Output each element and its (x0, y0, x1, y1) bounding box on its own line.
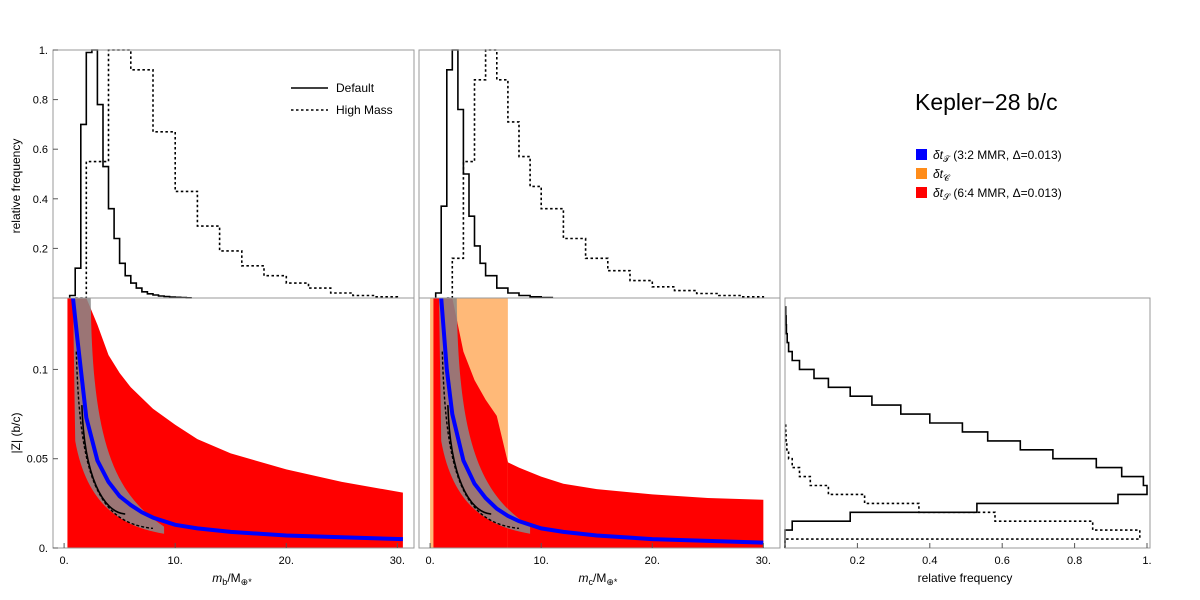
legend-default-label: Default (336, 81, 375, 95)
xtick-label-freq: 0.2 (850, 555, 865, 567)
ytick-label-bottom: 0.05 (27, 454, 48, 466)
xlabel-mc: mc/M⊕* (579, 571, 618, 587)
legend-main: Default High Mass (291, 81, 393, 117)
xtick-label-mass: 20. (279, 555, 294, 567)
ytick-label-top: 0.8 (33, 95, 48, 107)
ytick-label-top: 0.6 (33, 144, 48, 156)
frame-bottom-left (52, 297, 415, 549)
posterior-scatter-mc (438, 298, 531, 534)
legend-label-transit: δt𝒯 (3:2 MMR, Δ=0.013) (933, 148, 1062, 164)
xtick-label-mass: 30. (756, 555, 771, 567)
posterior-scatter-mb (72, 298, 165, 534)
xtick-label-mass: 0. (426, 555, 435, 567)
histogram-mb-high-mass (75, 49, 399, 299)
xtick-label-freq: 0.6 (995, 555, 1010, 567)
xtick-label-mass: 30. (390, 555, 405, 567)
xtick-label-mass: 10. (534, 555, 549, 567)
xtick-label-mass: 10. (168, 555, 183, 567)
legend-label-second-order: δt𝒮 (6:4 MMR, Δ=0.013) (933, 186, 1062, 202)
xlabel-mb: mb/M⊕* (212, 571, 252, 587)
region-second-order-mb (67, 298, 403, 548)
histogram-mc-default (434, 49, 554, 299)
xtick-label-freq: 0.4 (922, 555, 937, 567)
transit-curve-mc (439, 297, 764, 545)
ytick-label-top: 1. (39, 45, 48, 57)
xlabel-freq: relative frequency (918, 571, 1013, 585)
legend-swatch-transit (916, 149, 927, 160)
chart-title: Kepler−28 b/c (915, 89, 1058, 115)
legend-regions: δt𝒯 (3:2 MMR, Δ=0.013) δt𝒞 δt𝒮 (6:4 MMR,… (916, 148, 1062, 202)
legend-swatch-second-order (916, 187, 927, 198)
frame-bottom-right (784, 297, 1151, 549)
contour-outer-mc (441, 351, 520, 530)
ytick-label-top: 0.4 (33, 194, 48, 206)
ytick-label-bottom: 0.1 (33, 364, 48, 376)
xtick-label-mass: 0. (60, 555, 69, 567)
legend-label-chopping: δt𝒞 (933, 167, 951, 183)
xtick-label-freq: 0.8 (1067, 555, 1082, 567)
legend-highmass-label: High Mass (336, 103, 393, 117)
xtick-label-mass: 20. (645, 555, 660, 567)
transit-curve-mb (71, 297, 403, 542)
histogram-z-default (784, 306, 1148, 548)
histogram-mb-default (68, 49, 192, 299)
ytick-label-top: 0.2 (33, 243, 48, 255)
contour-outer-mb (75, 351, 154, 530)
histogram-mc-high-mass (446, 49, 765, 299)
legend-swatch-chopping (916, 168, 927, 179)
xtick-label-freq: 1. (1142, 555, 1151, 567)
histogram-z-high-mass (784, 422, 1141, 548)
region-second-order-mc (433, 298, 764, 548)
ytick-label-bottom: 0. (39, 543, 48, 555)
frame-bottom-middle (418, 297, 781, 549)
ylabel-bottom: |Z| (b/c) (9, 413, 23, 454)
frame-top-middle (418, 49, 781, 299)
ylabel-top: relative frequency (9, 139, 23, 234)
